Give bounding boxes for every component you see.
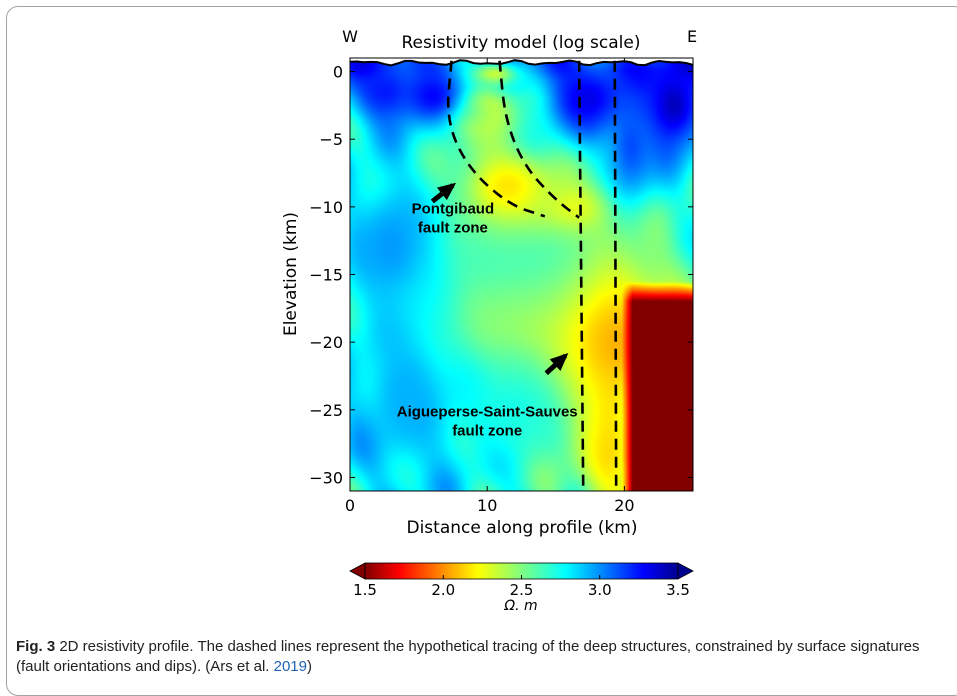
x-axis: 0 10 20 [345, 58, 635, 515]
caption-reference-link[interactable]: 2019 [273, 658, 307, 675]
colorbar: 1.5 2.0 2.5 3.0 3.5 Ω. m [349, 562, 694, 614]
y-tick-label: −15 [309, 266, 343, 285]
colorbar-label: Ω. m [503, 598, 537, 614]
annotation-label: Aigueperse-Saint-Sauves [397, 404, 578, 421]
y-tick-label: −5 [319, 130, 343, 149]
colorbar-tick-label: 2.5 [510, 581, 534, 599]
colorbar-tick-label: 2.0 [431, 581, 455, 599]
y-tick-label: −10 [309, 198, 343, 217]
pontgibaud-arrow-head [436, 182, 457, 201]
caption-label: Fig. 3 [16, 638, 56, 655]
annotations: Pontgibaud fault zone Aigueperse-Saint-Sau… [397, 201, 578, 440]
y-axis: 0 −5 −10 −15 −20 −25 −30 [309, 63, 693, 487]
east-label: E [687, 27, 697, 46]
fault-dashed-line [498, 60, 580, 219]
resistivity-heatmap [350, 58, 693, 491]
chart-title: Resistivity model (log scale) [402, 33, 641, 53]
colorbar-tick-label: 3.0 [588, 581, 612, 599]
caption-text: 2D resistivity profile. The dashed lines… [16, 638, 920, 675]
annotation-label: Pontgibaud [412, 201, 495, 218]
y-tick-label: −30 [309, 468, 343, 487]
x-axis-label: Distance along profile (km) [406, 518, 637, 538]
y-tick-label: −25 [309, 401, 343, 420]
x-tick-label: 0 [345, 496, 355, 515]
y-tick-label: −20 [309, 333, 343, 352]
colorbar-extend-max [677, 562, 694, 580]
y-axis-label: Elevation (km) [281, 212, 301, 336]
sky-mask [350, 58, 693, 66]
aigueperse-arrow-head [549, 352, 569, 372]
x-tick-label: 10 [477, 496, 497, 515]
x-tick-label: 20 [614, 496, 634, 515]
annotation-label: fault zone [418, 220, 488, 237]
annotation-label: fault zone [452, 423, 522, 440]
y-tick-label: 0 [333, 63, 343, 82]
topography-line [350, 59, 693, 67]
colorbar-tick-label: 3.5 [666, 581, 690, 599]
colorbar-tick-label: 1.5 [353, 581, 377, 599]
caption-tail: ) [307, 658, 312, 675]
figure-caption: Fig. 3 2D resistivity profile. The dashe… [16, 637, 946, 677]
resistivity-chart: Resistivity model (log scale) W E Distan… [281, 27, 697, 614]
colorbar-extend-min [349, 562, 366, 580]
west-label: W [342, 27, 358, 46]
